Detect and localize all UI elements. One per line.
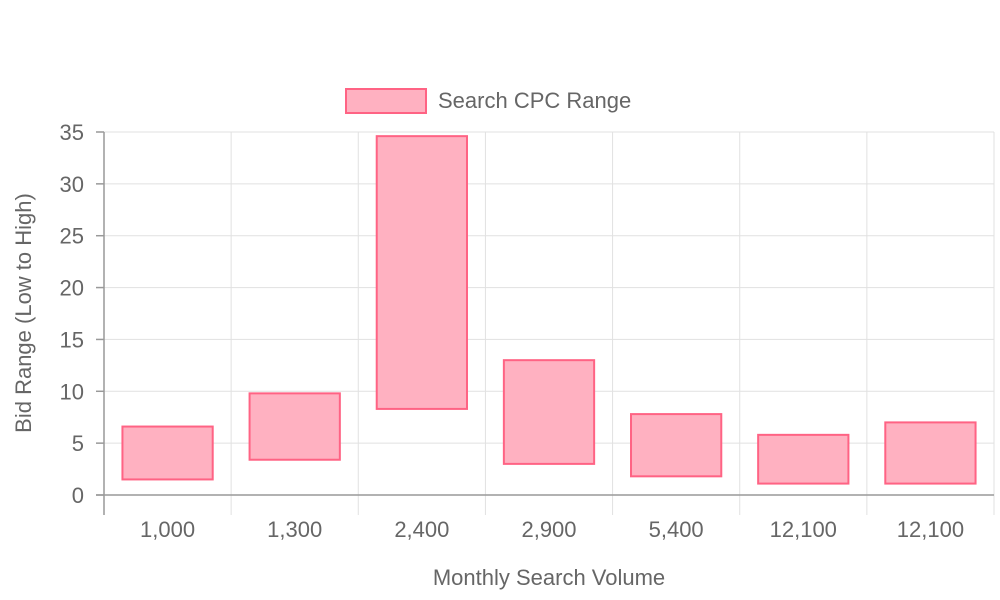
x-tick-label: 12,100 bbox=[897, 517, 964, 542]
y-axis-title: Bid Range (Low to High) bbox=[11, 193, 36, 433]
y-tick-label: 10 bbox=[60, 379, 84, 404]
legend-label: Search CPC Range bbox=[438, 88, 631, 113]
bar[interactable] bbox=[248, 392, 341, 461]
bar[interactable] bbox=[121, 425, 214, 481]
bars bbox=[121, 135, 977, 485]
x-tick-label: 2,900 bbox=[521, 517, 576, 542]
x-tick-label: 12,100 bbox=[770, 517, 837, 542]
bar[interactable] bbox=[757, 433, 850, 485]
x-tick-label: 1,000 bbox=[140, 517, 195, 542]
grid bbox=[104, 131, 995, 495]
y-tick-label: 20 bbox=[60, 276, 84, 301]
x-tick-label: 5,400 bbox=[649, 517, 704, 542]
bar[interactable] bbox=[884, 421, 977, 485]
x-axis-title: Monthly Search Volume bbox=[433, 565, 665, 590]
y-tick-label: 15 bbox=[60, 327, 84, 352]
bar[interactable] bbox=[630, 413, 723, 478]
y-tick-label: 30 bbox=[60, 172, 84, 197]
bar[interactable] bbox=[502, 359, 596, 465]
legend[interactable]: Search CPC Range bbox=[345, 88, 631, 114]
x-tick-label: 2,400 bbox=[394, 517, 449, 542]
y-tick-label: 25 bbox=[60, 224, 84, 249]
axes bbox=[96, 131, 995, 515]
y-tick-label: 35 bbox=[60, 120, 84, 145]
tick-labels: 0 5 10 15 20 25 30 35 1,000 1,300 2,400 2,900 5,400 1… bbox=[60, 120, 965, 542]
legend-swatch bbox=[345, 88, 427, 114]
x-tick-label: 1,300 bbox=[267, 517, 322, 542]
bar[interactable] bbox=[375, 135, 468, 410]
y-tick-label: 5 bbox=[72, 431, 84, 456]
y-tick-label: 0 bbox=[72, 483, 84, 508]
